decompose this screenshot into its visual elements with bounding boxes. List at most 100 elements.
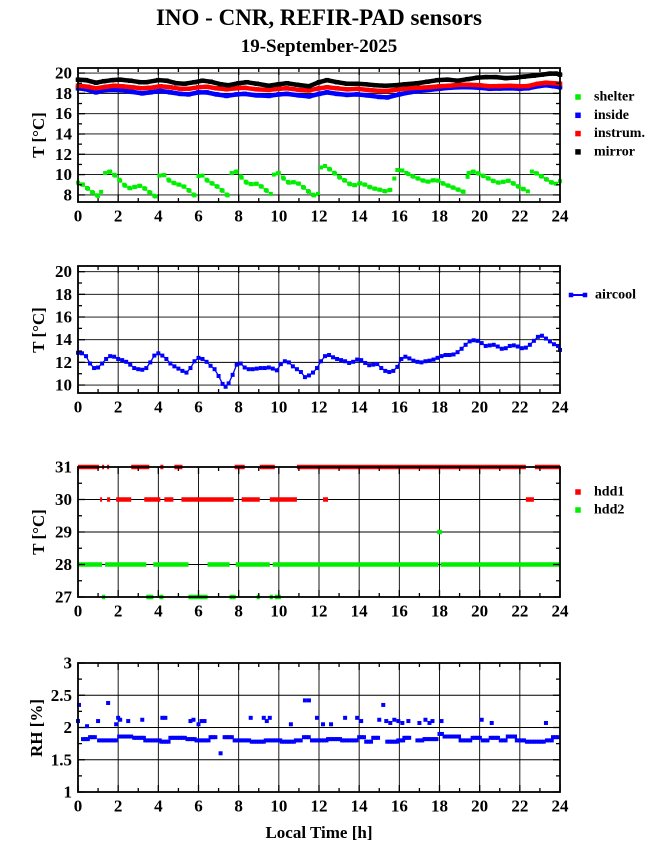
- data-point: [116, 715, 121, 720]
- data-point: [294, 367, 299, 372]
- legend-label: inside: [594, 108, 629, 123]
- y-axis-title-panel2: T [°C]: [29, 307, 48, 353]
- data-point: [214, 86, 219, 91]
- data-point: [379, 366, 384, 371]
- data-point: [407, 86, 412, 91]
- data-point: [310, 370, 315, 375]
- data-point: [188, 719, 193, 724]
- data-point: [196, 722, 201, 727]
- data-point: [480, 738, 485, 743]
- axis-ticks: [77, 265, 561, 394]
- data-point: [156, 77, 161, 83]
- data-point: [323, 163, 328, 168]
- data-point: [126, 719, 131, 724]
- legend-item-hdd1: hdd1: [575, 485, 624, 500]
- data-point: [361, 735, 366, 740]
- data-point: [109, 87, 115, 93]
- data-point: [544, 738, 549, 743]
- data-point: [536, 739, 541, 744]
- grid-lines: [78, 266, 560, 393]
- data-point: [309, 738, 314, 743]
- data-point: [422, 737, 427, 742]
- data-point: [263, 738, 268, 743]
- data-point: [109, 77, 115, 83]
- data-point: [447, 734, 452, 739]
- data-point: [235, 738, 240, 743]
- x-tick-label: 10: [270, 207, 287, 226]
- data-point: [172, 364, 177, 369]
- data-point: [398, 738, 403, 743]
- data-point: [234, 92, 239, 97]
- data-point: [106, 700, 111, 705]
- data-point: [551, 80, 557, 86]
- data-point: [385, 739, 390, 744]
- data-point: [445, 77, 450, 82]
- data-point: [252, 739, 257, 744]
- data-point: [497, 83, 502, 89]
- data-point: [404, 735, 409, 740]
- legend-item-inside: inside: [575, 108, 629, 123]
- data-point: [175, 735, 180, 740]
- data-point: [144, 366, 149, 371]
- data-point: [161, 739, 166, 744]
- data-point: [326, 737, 331, 742]
- data-point: [100, 361, 105, 366]
- data-point: [259, 739, 264, 744]
- data-point: [278, 362, 283, 367]
- data-point: [456, 187, 461, 192]
- data-segment: [153, 562, 189, 567]
- data-point: [133, 184, 138, 189]
- axis-ticks: [77, 67, 561, 203]
- data-point: [85, 84, 91, 90]
- data-point: [103, 84, 109, 90]
- data-point: [344, 738, 349, 743]
- data-point: [535, 334, 540, 339]
- data-point: [400, 168, 405, 173]
- data-point: [153, 194, 158, 199]
- data-point: [136, 367, 141, 372]
- data-point: [291, 180, 296, 185]
- data-point: [262, 366, 267, 371]
- data-point: [290, 364, 295, 369]
- data-point: [477, 83, 482, 88]
- data-point: [185, 737, 190, 742]
- data-point: [457, 82, 462, 87]
- data-point: [489, 720, 494, 725]
- data-point: [351, 359, 356, 364]
- x-tick-label: 0: [74, 207, 83, 226]
- x-tick-label: 12: [311, 207, 328, 226]
- x-tick-label: 22: [511, 602, 528, 621]
- data-point: [166, 739, 171, 744]
- data-point: [174, 80, 179, 86]
- grid-lines: [78, 467, 560, 597]
- data-point: [254, 181, 259, 186]
- x-tick-label: 22: [511, 797, 528, 816]
- data-point: [430, 719, 435, 724]
- data-point: [381, 702, 386, 707]
- x-tick-label: 2: [114, 207, 123, 226]
- y-tick-label: 27: [55, 588, 73, 607]
- data-point: [261, 739, 266, 744]
- data-point: [170, 735, 175, 740]
- legend-label: hdd1: [594, 485, 624, 500]
- x-tick-label: 18: [431, 398, 448, 417]
- data-point: [242, 91, 247, 97]
- data-point: [104, 738, 109, 743]
- data-point: [152, 738, 157, 743]
- data-point: [258, 366, 263, 371]
- data-point: [487, 343, 492, 348]
- x-tick-label: 2: [114, 398, 123, 417]
- data-point: [84, 354, 89, 359]
- data-point: [460, 738, 465, 743]
- x-tick-label: 8: [234, 398, 243, 417]
- data-point: [343, 178, 348, 183]
- data-point: [316, 86, 322, 91]
- data-point: [423, 717, 428, 722]
- data-point: [200, 173, 205, 178]
- data-point: [118, 717, 123, 722]
- data-point: [202, 719, 207, 724]
- data-point: [276, 92, 282, 97]
- data-point: [192, 359, 197, 364]
- data-point: [444, 734, 449, 739]
